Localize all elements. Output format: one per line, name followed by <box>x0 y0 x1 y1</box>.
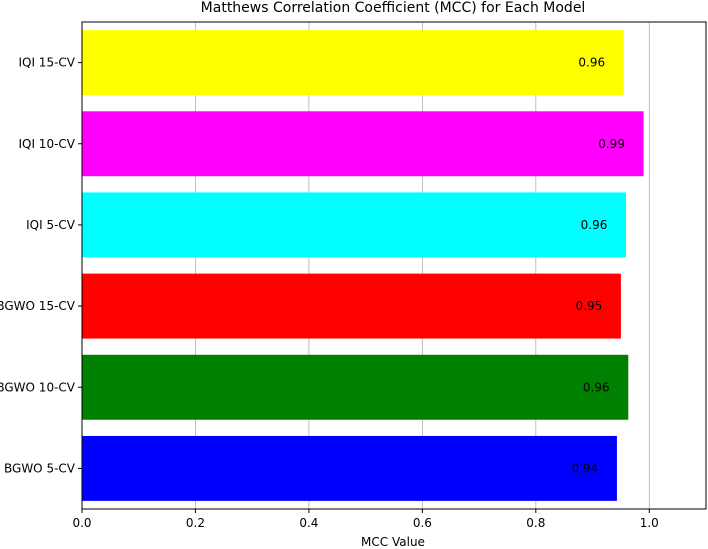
x-tick-label: 0.8 <box>526 516 545 530</box>
data-labels: 0.94 0.96 0.95 0.96 0.99 0.96 <box>572 56 625 476</box>
bar <box>82 435 617 501</box>
bars <box>82 30 644 501</box>
x-tick-label: 0.0 <box>72 516 91 530</box>
bar-value-label: 0.96 <box>583 380 610 394</box>
bar-value-label: 0.94 <box>572 461 599 475</box>
x-axis-label: MCC Value <box>361 535 425 549</box>
y-axis: BGWO 5-CV BGWO 10-CV BGWO 15-CV IQI 5-CV IQI… <box>0 56 82 475</box>
y-tick-label: BGWO 5-CV <box>4 461 76 475</box>
y-tick-label: BGWO 15-CV <box>0 299 76 313</box>
y-tick-label: IQI 5-CV <box>26 218 76 232</box>
x-tick-label: 0.2 <box>186 516 205 530</box>
bar-value-label: 0.95 <box>576 299 603 313</box>
bar <box>82 30 624 96</box>
bar <box>82 111 644 177</box>
x-axis: 0.0 0.2 0.4 0.6 0.8 1.0 <box>72 509 659 530</box>
y-tick-label: BGWO 10-CV <box>0 380 76 394</box>
chart-title: Matthews Correlation Coefficient (MCC) f… <box>201 0 586 16</box>
y-tick-label: IQI 15-CV <box>18 56 75 70</box>
bar <box>82 273 621 339</box>
bar <box>82 192 627 258</box>
x-tick-label: 0.6 <box>413 516 432 530</box>
x-tick-label: 0.4 <box>299 516 318 530</box>
bar <box>82 354 629 420</box>
x-tick-label: 1.0 <box>640 516 659 530</box>
bar-value-label: 0.96 <box>578 56 605 70</box>
bar-value-label: 0.96 <box>581 218 608 232</box>
y-tick-label: IQI 10-CV <box>18 137 75 151</box>
bar-value-label: 0.99 <box>598 137 625 151</box>
plot-area-frame <box>81 21 707 510</box>
